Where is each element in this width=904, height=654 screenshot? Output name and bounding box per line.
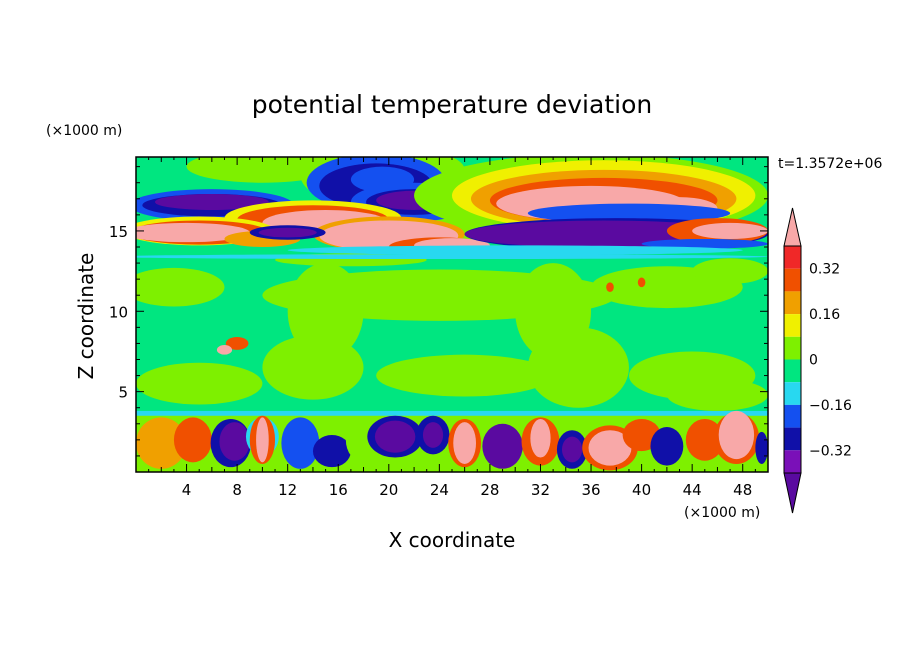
x-tick-label: 12 bbox=[278, 481, 297, 499]
contour-region-56 bbox=[641, 238, 768, 249]
contour-region-66 bbox=[219, 422, 250, 461]
colorbar-swatch bbox=[784, 450, 801, 473]
x-tick-label: 40 bbox=[632, 481, 651, 499]
contour-region-88 bbox=[685, 418, 724, 461]
contour-region-59 bbox=[225, 337, 249, 350]
contour-band-3 bbox=[136, 410, 768, 418]
x-tick-label: 48 bbox=[733, 481, 752, 499]
contour-region-18 bbox=[186, 157, 339, 183]
x-tick-label: 8 bbox=[232, 481, 242, 499]
y-tick-label: 5 bbox=[118, 384, 128, 402]
x-axis-label: X coordinate bbox=[389, 528, 516, 552]
y-tick-label: 10 bbox=[109, 303, 128, 321]
contour-region-38 bbox=[527, 203, 731, 223]
x-axis: 4 8 12 16 20 24 28 32 36 40 44 48 bbox=[148, 157, 756, 499]
colorbar-extend-min bbox=[783, 472, 802, 514]
colorbar-swatch bbox=[784, 427, 801, 451]
contour-region-71 bbox=[312, 435, 351, 468]
contour-region-15 bbox=[527, 327, 629, 408]
contour-region-58 bbox=[136, 254, 768, 260]
colorbar-swatch bbox=[784, 246, 801, 269]
contour-region-48 bbox=[136, 222, 250, 243]
time-label: t=1.3572e+06 bbox=[778, 156, 882, 172]
contour-regions bbox=[136, 157, 768, 472]
chart-title: potential temperature deviation bbox=[252, 90, 652, 119]
x-tick-label: 24 bbox=[430, 481, 449, 499]
contour-region-74 bbox=[374, 420, 416, 453]
contour-region-51 bbox=[258, 227, 317, 238]
contour-region-16 bbox=[666, 378, 768, 411]
x-tick-label: 32 bbox=[531, 481, 550, 499]
colorbar-frame bbox=[783, 245, 802, 474]
contour-region-69 bbox=[256, 417, 269, 463]
colorbar-label: 0.32 bbox=[809, 262, 840, 278]
contour-region-12 bbox=[136, 362, 263, 405]
y-axis-label: Z coordinate bbox=[74, 253, 98, 380]
contour-region-91 bbox=[755, 431, 768, 464]
contour-region-28 bbox=[154, 193, 269, 211]
colorbar-swatch bbox=[784, 359, 801, 383]
contour-region-11 bbox=[376, 354, 554, 397]
x-tick-label: 44 bbox=[683, 481, 702, 499]
colorbar-label: 0.16 bbox=[809, 307, 840, 323]
contour-region-61 bbox=[606, 282, 614, 292]
colorbar-swatch bbox=[784, 291, 801, 315]
contour-region-64 bbox=[173, 417, 212, 463]
contour-region-87 bbox=[650, 427, 684, 466]
colorbar-label: −0.32 bbox=[809, 443, 852, 459]
colorbar: 0.32 0.16 0 −0.16 −0.32 bbox=[783, 207, 852, 514]
y-unit-label: (×1000 m) bbox=[46, 123, 122, 139]
colorbar-extend-max bbox=[783, 207, 802, 247]
contour-region-85 bbox=[588, 430, 632, 466]
colorbar-label: −0.16 bbox=[809, 398, 852, 414]
contour-region-57 bbox=[287, 245, 743, 256]
colorbar-label: 0 bbox=[809, 353, 818, 369]
colorbar-swatch bbox=[784, 268, 801, 292]
x-tick-label: 16 bbox=[329, 481, 348, 499]
x-tick-label: 36 bbox=[581, 481, 600, 499]
x-tick-label: 28 bbox=[480, 481, 499, 499]
contour-region-90 bbox=[718, 410, 755, 460]
colorbar-swatch bbox=[784, 336, 801, 360]
x-tick-label: 20 bbox=[379, 481, 398, 499]
colorbar-swatch bbox=[784, 314, 801, 337]
contour-region-76 bbox=[422, 422, 444, 448]
contour-region-55 bbox=[692, 222, 768, 239]
contour-region-79 bbox=[482, 423, 523, 469]
contour-region-81 bbox=[530, 418, 551, 458]
contour-region-70 bbox=[281, 417, 320, 469]
contour-region-60 bbox=[216, 345, 233, 355]
colorbar-swatch bbox=[784, 404, 801, 428]
y-axis: 5 10 15 bbox=[109, 166, 768, 457]
x-tick-label: 4 bbox=[182, 481, 192, 499]
contour-region-5 bbox=[136, 267, 225, 307]
x-unit-label: (×1000 m) bbox=[684, 505, 760, 521]
contour-region-14 bbox=[262, 335, 364, 400]
colorbar-swatch bbox=[784, 382, 801, 405]
contour-region-63 bbox=[136, 417, 187, 469]
contour-region-9 bbox=[287, 263, 364, 360]
y-tick-label: 15 bbox=[109, 223, 128, 241]
contour-region-78 bbox=[453, 422, 477, 464]
contour-region-17 bbox=[692, 258, 768, 284]
contour-region-83 bbox=[561, 436, 583, 463]
contour-region-62 bbox=[637, 277, 646, 288]
